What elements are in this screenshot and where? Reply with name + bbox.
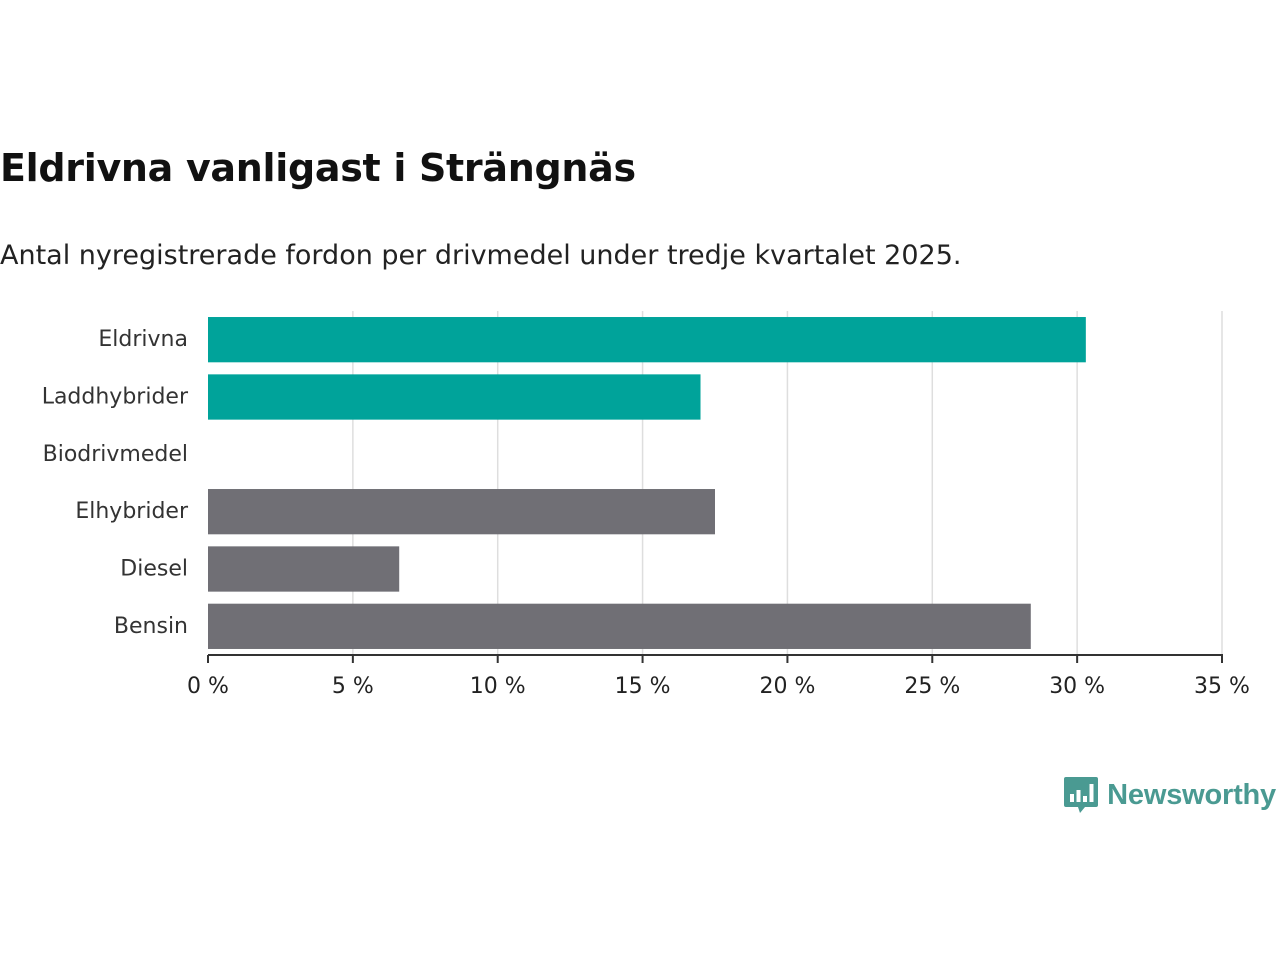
bar-bensin bbox=[208, 603, 1031, 649]
x-tick-label: 30 % bbox=[1049, 674, 1105, 699]
x-axis: 0 % 5 % 10 % 15 % 20 % 25 % 30 % 35 % bbox=[187, 654, 1250, 699]
logo-text: Newsworthy bbox=[1107, 778, 1276, 811]
x-tick-label: 25 % bbox=[904, 674, 960, 699]
x-tick-label: 5 % bbox=[332, 674, 374, 699]
bar-chart: Eldrivna Laddhybrider Biodrivmedel Elhybrid… bbox=[42, 311, 1250, 699]
category-label: Diesel bbox=[120, 557, 188, 582]
category-label: Biodrivmedel bbox=[43, 442, 188, 467]
x-tick-label: 10 % bbox=[470, 674, 526, 699]
gridlines bbox=[352, 311, 1223, 655]
x-tick-label: 0 % bbox=[187, 674, 229, 699]
x-tick-label: 20 % bbox=[759, 674, 815, 699]
bar-eldrivna bbox=[208, 317, 1086, 363]
bar-elhybrider bbox=[208, 489, 715, 535]
chart-subtitle: Antal nyregistrerade fordon per drivmede… bbox=[0, 240, 962, 271]
bar-diesel bbox=[208, 546, 400, 592]
newsworthy-logo: Newsworthy bbox=[1063, 775, 1276, 815]
bar-laddhybrider bbox=[208, 374, 701, 420]
category-label: Elhybrider bbox=[75, 499, 189, 524]
bar-chart-speech-bubble-icon bbox=[1064, 777, 1099, 813]
x-tick-label: 35 % bbox=[1194, 674, 1250, 699]
bars bbox=[208, 317, 1086, 649]
chart-title: Eldrivna vanligast i Strängnäs bbox=[0, 146, 636, 190]
category-labels: Eldrivna Laddhybrider Biodrivmedel Elhybrid… bbox=[42, 327, 189, 639]
category-label: Bensin bbox=[114, 614, 188, 639]
category-label: Laddhybrider bbox=[42, 385, 189, 410]
x-tick-label: 15 % bbox=[615, 674, 671, 699]
category-label: Eldrivna bbox=[98, 327, 188, 352]
